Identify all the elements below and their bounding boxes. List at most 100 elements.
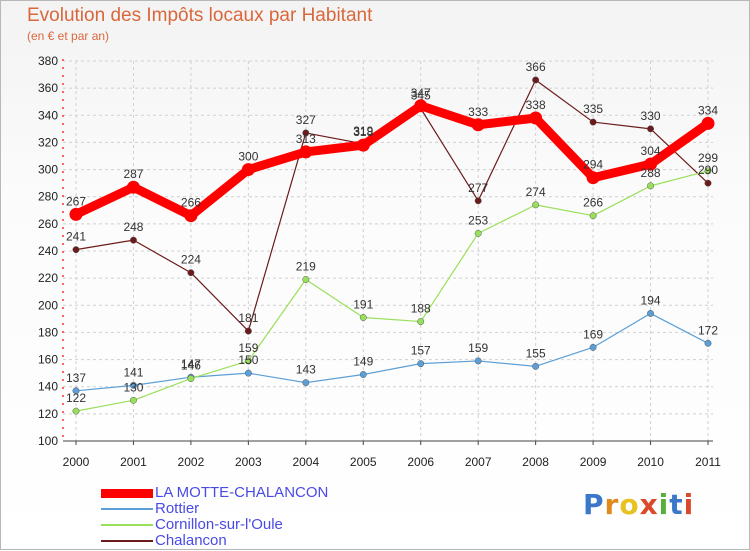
x-tick-label: 2005 — [350, 455, 377, 469]
data-label: 169 — [583, 327, 603, 341]
y-tick-label: 220 — [38, 271, 58, 285]
y-tick-label: 200 — [38, 298, 58, 312]
data-label: 253 — [468, 213, 488, 227]
data-label: 338 — [526, 98, 546, 112]
data-label: 290 — [698, 163, 718, 177]
data-label: 150 — [238, 353, 258, 367]
data-label: 277 — [468, 181, 488, 195]
y-tick-label: 320 — [38, 135, 58, 149]
legend-label: Cornillon-sur-l'Oule — [155, 516, 283, 533]
data-label: 313 — [296, 132, 316, 146]
data-label: 224 — [181, 253, 201, 267]
data-point — [244, 357, 252, 365]
data-point — [589, 343, 597, 351]
data-point — [529, 111, 543, 125]
y-tick-label: 380 — [38, 54, 58, 68]
legend-swatch — [101, 540, 153, 542]
data-point — [644, 157, 658, 171]
data-point — [359, 371, 367, 378]
series-line-1 — [75, 312, 709, 392]
x-tick-label: 2009 — [580, 455, 607, 469]
data-point — [130, 381, 137, 389]
data-label: 147 — [181, 357, 201, 371]
x-tick-label: 2011 — [695, 455, 721, 469]
data-point — [474, 229, 482, 237]
x-tick-label: 2004 — [292, 455, 319, 469]
data-label: 149 — [353, 355, 373, 369]
data-point — [130, 396, 137, 404]
data-label: 159 — [468, 341, 488, 355]
data-label: 219 — [296, 260, 316, 274]
data-label: 267 — [66, 194, 86, 208]
data-label: 191 — [353, 298, 373, 312]
data-label: 122 — [66, 391, 86, 405]
chart-title: Evolution des Impôts locaux par Habitant — [27, 5, 373, 26]
logo-letter: t — [669, 488, 684, 521]
data-point — [701, 116, 715, 130]
data-point — [187, 269, 195, 277]
data-label: 155 — [526, 346, 546, 360]
y-tick-label: 240 — [38, 244, 58, 258]
data-label: 266 — [583, 196, 603, 210]
data-label: 146 — [181, 359, 201, 373]
data-label: 188 — [411, 302, 431, 316]
series-line-0 — [74, 101, 711, 221]
legend-label: Chalancon — [155, 532, 227, 549]
y-tick-label: 160 — [38, 353, 58, 367]
x-tick-label: 2002 — [178, 455, 205, 469]
data-point — [130, 236, 137, 244]
logo-letter: x — [639, 488, 659, 521]
legend-label: Rottier — [155, 500, 200, 517]
logo-letter: r — [604, 488, 620, 521]
y-tick-label: 360 — [38, 81, 58, 95]
data-point — [647, 182, 654, 190]
data-label: 366 — [526, 60, 546, 74]
data-label: 319 — [353, 124, 373, 138]
data-label: 141 — [123, 365, 143, 379]
x-tick-label: 2001 — [120, 455, 147, 469]
legend-swatch — [101, 524, 153, 526]
data-point — [184, 209, 198, 223]
data-point — [589, 118, 597, 126]
data-label: 300 — [238, 150, 258, 164]
data-label: 241 — [66, 230, 86, 244]
data-point — [414, 99, 428, 113]
data-point — [302, 379, 310, 387]
logo-letter: P — [583, 488, 605, 521]
data-label: 137 — [66, 371, 86, 385]
data-label: 130 — [123, 380, 143, 394]
series-line-2 — [75, 170, 709, 412]
data-point — [586, 171, 600, 185]
data-label: 288 — [641, 166, 661, 180]
data-point — [704, 167, 712, 175]
x-tick-label: 2008 — [522, 455, 549, 469]
data-point — [532, 201, 540, 209]
legend-label: LA MOTTE-CHALANCON — [155, 484, 329, 501]
data-point — [356, 138, 370, 152]
data-label: 304 — [641, 144, 661, 158]
data-point — [126, 180, 140, 194]
data-point — [417, 318, 425, 326]
data-point — [704, 339, 712, 347]
data-point — [359, 314, 367, 321]
legend-swatch — [101, 508, 153, 510]
x-tick-label: 2010 — [637, 455, 664, 469]
chart-subtitle: (en € et par an) — [27, 29, 110, 43]
y-tick-label: 300 — [38, 163, 58, 177]
data-label: 159 — [238, 341, 258, 355]
data-point — [72, 407, 80, 415]
logo-letter: i — [683, 488, 695, 521]
data-point — [532, 362, 540, 370]
data-point — [474, 197, 482, 205]
data-point — [72, 246, 80, 254]
data-label: 194 — [641, 293, 661, 307]
logo-letter: o — [619, 488, 640, 521]
data-point — [647, 125, 654, 133]
data-point — [302, 129, 310, 137]
y-tick-label: 260 — [38, 217, 58, 231]
data-point — [471, 118, 485, 132]
data-point — [241, 163, 255, 177]
data-point — [69, 207, 83, 221]
y-tick-label: 140 — [38, 380, 58, 394]
